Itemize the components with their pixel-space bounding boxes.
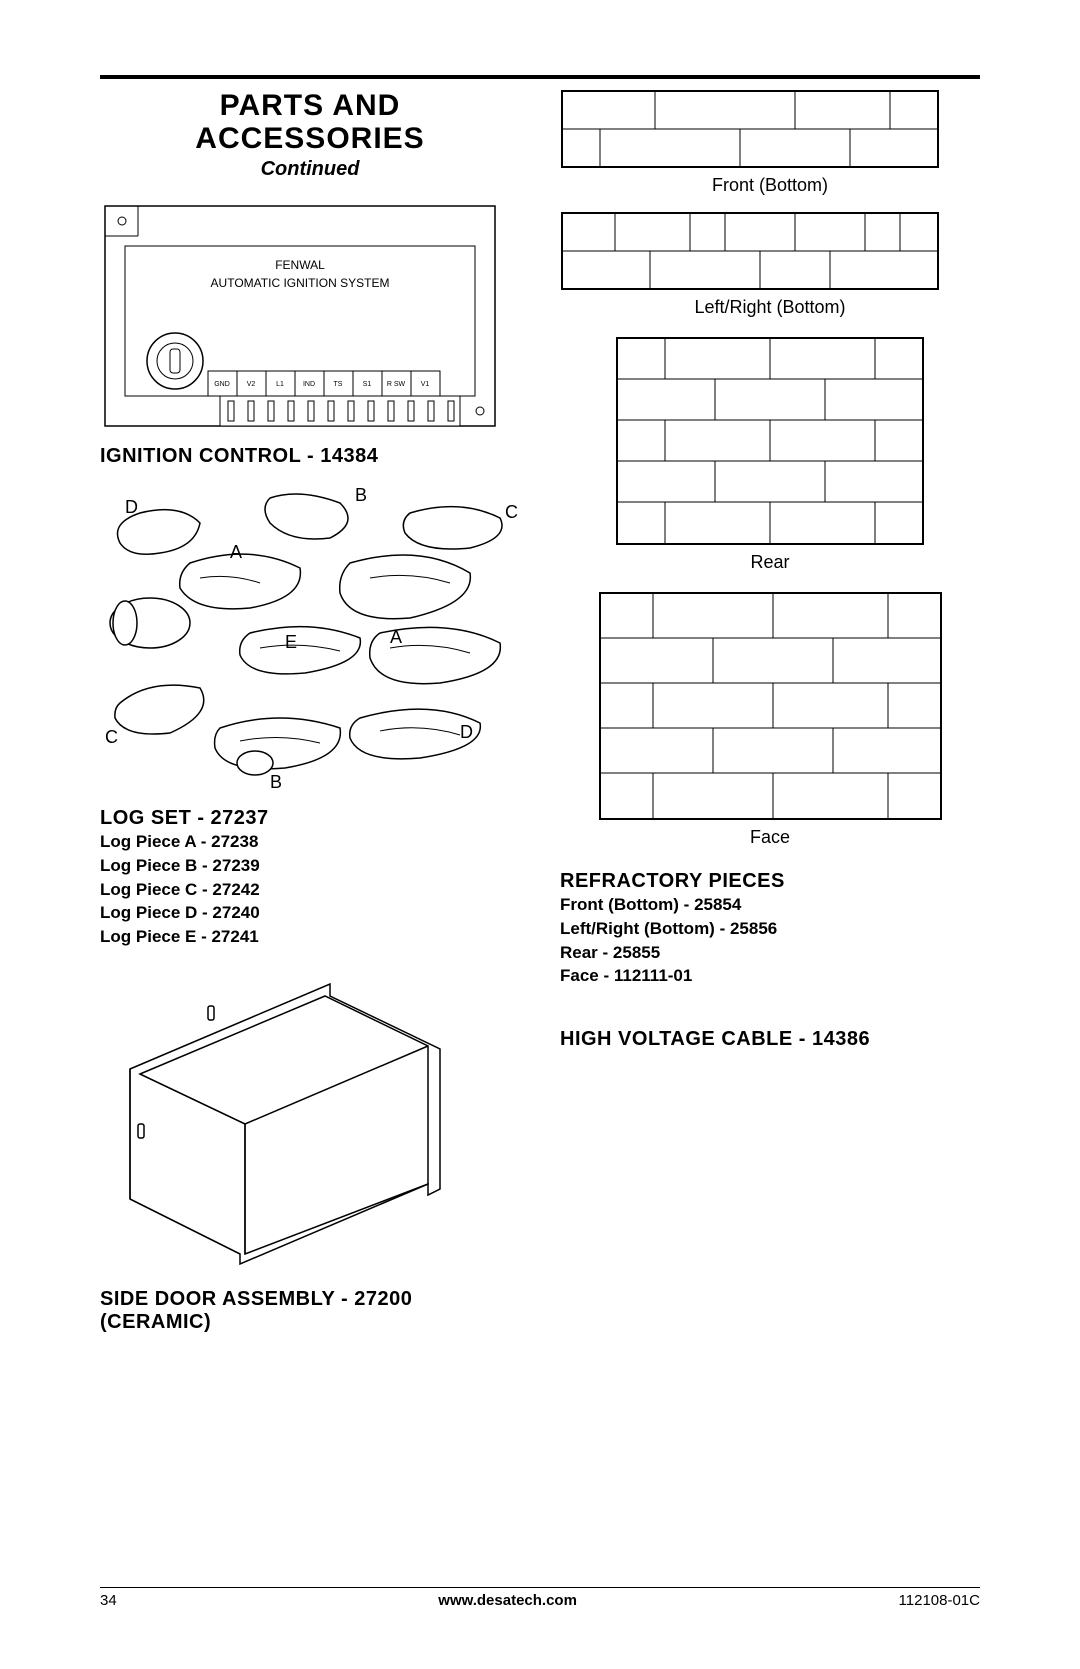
ignition-subtitle: AUTOMATIC IGNITION SYSTEM	[211, 276, 390, 290]
log-set-title: LOG SET - 27237	[100, 807, 520, 830]
log-set-diagram: D B C A E A C B D	[100, 483, 520, 793]
svg-text:R SW: R SW	[387, 381, 406, 388]
side-door-title-1: SIDE DOOR ASSEMBLY - 27200	[100, 1288, 520, 1311]
label-face: Face	[560, 827, 980, 848]
svg-text:D: D	[125, 497, 138, 517]
footer-doc: 112108-01C	[899, 1592, 980, 1609]
page-title-line2: ACCESSORIES	[100, 122, 520, 155]
label-left-right-bottom: Left/Right (Bottom)	[560, 297, 980, 318]
continued-label: Continued	[100, 158, 520, 181]
footer-url: www.desatech.com	[438, 1592, 577, 1609]
brick-rear	[615, 336, 925, 546]
svg-text:D: D	[460, 722, 473, 742]
log-piece-d: Log Piece D - 27240	[100, 901, 520, 925]
svg-text:C: C	[505, 502, 518, 522]
ignition-control-diagram: FENWAL AUTOMATIC IGNITION SYSTEM GND V2 …	[100, 201, 500, 431]
svg-text:GND: GND	[214, 381, 230, 388]
ignition-control-title: IGNITION CONTROL - 14384	[100, 445, 520, 468]
brick-face	[598, 591, 943, 821]
svg-text:A: A	[230, 542, 242, 562]
side-door-title-2: (CERAMIC)	[100, 1311, 520, 1334]
refractory-item-2: Rear - 25855	[560, 941, 980, 965]
footer-page: 34	[100, 1592, 117, 1609]
log-piece-e: Log Piece E - 27241	[100, 925, 520, 949]
brick-left-right-bottom	[560, 211, 940, 291]
svg-text:V2: V2	[247, 381, 256, 388]
right-column: Front (Bottom) Left/Right (Bottom)	[560, 89, 980, 1334]
label-front-bottom: Front (Bottom)	[560, 175, 980, 196]
svg-text:E: E	[285, 632, 297, 652]
label-rear: Rear	[560, 552, 980, 573]
refractory-item-1: Left/Right (Bottom) - 25856	[560, 917, 980, 941]
log-piece-b: Log Piece B - 27239	[100, 854, 520, 878]
page-footer: 34 www.desatech.com 112108-01C	[100, 1587, 980, 1609]
page-title-line1: PARTS AND	[100, 89, 520, 122]
ignition-brand: FENWAL	[275, 258, 325, 272]
svg-text:B: B	[270, 772, 282, 792]
log-piece-c: Log Piece C - 27242	[100, 878, 520, 902]
brick-front-bottom	[560, 89, 940, 169]
left-column: PARTS AND ACCESSORIES Continued FENWAL A…	[100, 89, 520, 1334]
refractory-item-0: Front (Bottom) - 25854	[560, 893, 980, 917]
svg-text:TS: TS	[334, 381, 343, 388]
svg-text:L1: L1	[276, 381, 284, 388]
refractory-title: REFRACTORY PIECES	[560, 870, 980, 893]
svg-text:IND: IND	[303, 381, 315, 388]
top-rule	[100, 75, 980, 79]
svg-text:B: B	[355, 485, 367, 505]
svg-text:S1: S1	[363, 381, 372, 388]
svg-text:V1: V1	[421, 381, 430, 388]
svg-text:C: C	[105, 727, 118, 747]
hv-cable-title: HIGH VOLTAGE CABLE - 14386	[560, 1028, 980, 1051]
refractory-item-3: Face - 112111-01	[560, 964, 980, 988]
svg-text:A: A	[390, 627, 402, 647]
log-piece-a: Log Piece A - 27238	[100, 830, 520, 854]
side-door-diagram	[100, 974, 460, 1274]
